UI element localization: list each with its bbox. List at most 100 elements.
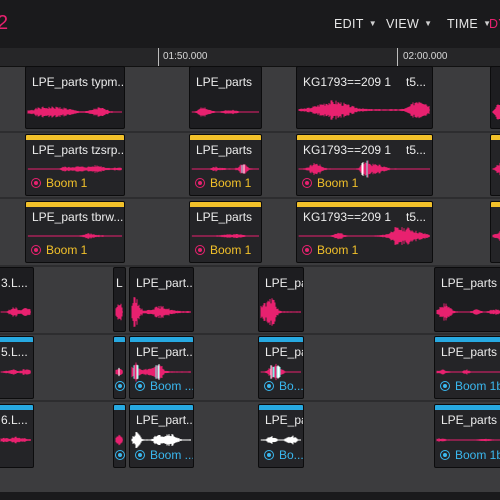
clip-name: L	[116, 276, 123, 290]
clip-group-label: Boom ...	[150, 379, 194, 393]
waveform	[115, 367, 123, 377]
clip-color-stripe	[435, 337, 500, 342]
clip-group-label: Boom 1	[46, 243, 88, 257]
audio-clip[interactable]: L	[113, 267, 126, 332]
record-icon	[440, 450, 450, 460]
audio-clip[interactable]	[490, 66, 500, 129]
waveform	[492, 162, 500, 176]
audio-clip[interactable]: LPE_parts	[189, 66, 262, 129]
clip-footer: Boom 1	[195, 243, 251, 257]
menu-view[interactable]: VIEW ▼	[386, 17, 432, 31]
clip-timecode: t5...	[405, 75, 426, 89]
menu-dyn[interactable]: DY	[489, 17, 500, 31]
clip-color-stripe	[491, 135, 500, 140]
audio-clip[interactable]: KG1793==209 1 t5... Boom 1	[296, 201, 433, 263]
clip-footer: Boom 1	[31, 176, 87, 190]
audio-clip[interactable]: LPE_parts	[434, 267, 500, 332]
audio-clip[interactable]: LPE_parts tbrw... Boom 1	[25, 201, 125, 263]
audio-clip[interactable]: LPE_parts...	[258, 267, 304, 332]
audio-clip[interactable]	[490, 134, 500, 196]
clip-color-stripe	[435, 405, 500, 410]
clip-name: LPE_parts tbrw...	[32, 210, 124, 224]
clip-color-stripe	[114, 337, 125, 342]
audio-clip[interactable]: LPE_parts Boom 1	[189, 134, 262, 196]
waveform	[115, 303, 123, 321]
clip-color-stripe	[491, 202, 500, 207]
menu-view-label: VIEW	[386, 17, 420, 31]
record-icon	[115, 450, 125, 460]
record-icon	[302, 245, 312, 255]
clip-footer: Boom 1	[195, 176, 251, 190]
audio-clip[interactable]: LPE_parts tzsrp... Boom 1	[25, 134, 125, 196]
chevron-down-icon: ▼	[424, 19, 433, 28]
audio-clip[interactable]: 3.L...	[0, 267, 34, 332]
waveform	[436, 369, 500, 375]
clip-color-stripe	[114, 405, 125, 410]
audio-clip[interactable]	[113, 404, 126, 468]
clip-name: LPE_part...	[136, 413, 194, 427]
clip-name: KG1793==209 1	[303, 143, 392, 157]
clip-group-label: Boom 1b	[455, 448, 500, 462]
timeline-ruler[interactable]: 01:50.000 02:00.000	[0, 48, 500, 67]
clip-group-label: Boom 1	[210, 243, 252, 257]
waveform	[260, 363, 301, 381]
track-lane-divider	[0, 400, 500, 402]
clip-color-stripe	[259, 405, 303, 410]
clip-name: LPE_part...	[136, 345, 194, 359]
audio-clip[interactable]	[113, 336, 126, 399]
clip-name: LPE_parts...	[265, 413, 304, 427]
clip-group-label: Boom 1	[317, 243, 359, 257]
waveform	[191, 107, 259, 117]
clip-name: 6.L...	[1, 413, 28, 427]
audio-clip[interactable]: LPE_parts... Bo...	[258, 404, 304, 468]
clip-footer	[115, 448, 125, 462]
clip-name: LPE_parts...	[265, 345, 304, 359]
audio-clip[interactable]: LPE_part... Boom ...	[129, 336, 194, 399]
audio-clip[interactable]: LPE_parts... Bo...	[258, 336, 304, 399]
waveform	[0, 307, 31, 317]
waveform	[27, 233, 122, 239]
clip-footer: Bo...	[264, 379, 303, 393]
clip-footer: Boom 1	[302, 176, 358, 190]
waveform	[131, 362, 191, 382]
audio-clip[interactable]: LPE_parts typm...	[25, 66, 125, 129]
waveform	[492, 104, 500, 120]
waveform	[436, 438, 500, 442]
audio-clip[interactable]: LPE_parts Boom 1b	[434, 404, 500, 468]
audio-clip[interactable]: 6.L...	[0, 404, 34, 468]
ruler-tick-label: 01:50.000	[163, 51, 208, 62]
audio-clip[interactable]: KG1793==209 1 t5... Boom 1	[296, 134, 433, 196]
audio-clip[interactable]: LPE_part...	[129, 267, 194, 332]
menu-dyn-label: DY	[489, 17, 500, 31]
menu-time[interactable]: TIME ▼	[447, 17, 491, 31]
audio-clip[interactable]: LPE_part... Boom ...	[129, 404, 194, 468]
clip-footer	[115, 379, 125, 393]
menu-time-label: TIME	[447, 17, 479, 31]
record-icon	[264, 450, 274, 460]
waveform	[298, 160, 430, 178]
record-icon	[440, 381, 450, 391]
audio-clip[interactable]: LPE_parts Boom 1	[189, 201, 262, 263]
clip-name: LPE_parts	[196, 210, 253, 224]
waveform	[191, 164, 259, 174]
clip-name: LPE_parts	[441, 276, 498, 290]
clip-color-stripe	[259, 337, 303, 342]
audio-clip[interactable]: 5.L...	[0, 336, 34, 399]
clip-name: LPE_part...	[136, 276, 194, 290]
record-icon	[135, 450, 145, 460]
clip-name: LPE_parts	[441, 345, 498, 359]
clip-group-label: Boom 1	[317, 176, 359, 190]
waveform	[191, 233, 259, 239]
record-icon	[264, 381, 274, 391]
audio-clip[interactable]	[490, 201, 500, 263]
audio-clip[interactable]: KG1793==209 1 t5...	[296, 66, 433, 129]
menu-edit[interactable]: EDIT ▼	[334, 17, 377, 31]
clip-color-stripe	[26, 202, 124, 207]
clip-color-stripe	[190, 135, 261, 140]
clip-name: LPE_parts typm...	[32, 75, 125, 89]
clip-footer: Boom 1	[302, 243, 358, 257]
waveform	[27, 106, 122, 118]
audio-clip[interactable]: LPE_parts Boom 1b	[434, 336, 500, 399]
chevron-down-icon: ▼	[368, 19, 377, 28]
